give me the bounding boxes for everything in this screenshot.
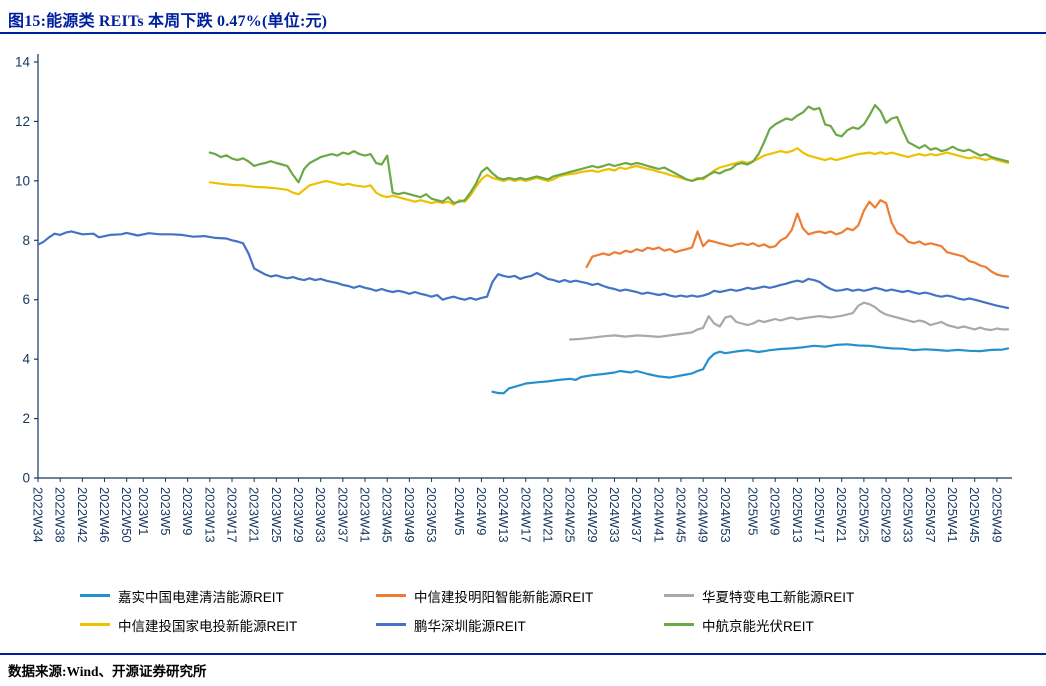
legend-label: 嘉实中国电建清洁能源REIT [118,589,284,605]
x-tick-label: 2022W46 [97,487,112,543]
legend-item: 中信建投国家电投新能源REIT [80,615,376,635]
x-tick-label: 2024W33 [607,487,622,543]
x-tick-label: 2023W17 [225,487,240,543]
x-tick-label: 2024W45 [673,487,688,543]
x-tick-label: 2024W29 [585,487,600,543]
x-tick-label: 2022W34 [31,487,46,543]
x-tick-label: 2024W41 [651,487,666,543]
series-line-1 [491,343,1010,395]
x-tick-label: 2023W9 [180,487,195,535]
chart-area: 0 2 4 6 8 10 12 14 2022W34 2022W38 2022W42 2022W46 2… [0,38,1046,580]
x-tick-label: 2023W49 [402,487,417,543]
x-tick-label: 2023W21 [247,487,262,543]
legend-item: 华夏特变电工新能源REIT [664,586,984,606]
legend-item: 中航京能光伏REIT [664,615,984,635]
x-tick-label: 2025W45 [967,487,982,543]
footer-divider [0,653,1046,655]
legend-item: 中信建投明阳智能新能源REIT [376,586,664,606]
x-tick-label: 2023W29 [291,487,306,543]
x-tick-label: 2025W5 [746,487,761,535]
series-line-5 [36,230,1010,310]
legend-label: 华夏特变电工新能源REIT [702,589,855,605]
x-tick-label: 2025W25 [856,487,871,543]
legend-label: 鹏华深圳能源REIT [414,618,526,634]
x-tick-label: 2024W21 [540,487,555,543]
x-tick-label: 2024W17 [518,487,533,543]
x-tick-label: 2025W41 [945,487,960,543]
legend-swatch [376,623,406,626]
x-tick-label: 2024W25 [563,487,578,543]
x-tick-label: 2024W13 [496,487,511,543]
x-tick-label: 2023W33 [313,487,328,543]
x-tick-label: 2023W37 [335,487,350,543]
legend-item: 鹏华深圳能源REIT [376,615,664,635]
x-tick-label: 2023W1 [136,487,151,535]
x-tick-label: 2022W50 [119,487,134,543]
source-note: 数据来源:Wind、开源证券研究所 [8,664,207,679]
line-chart: 0 2 4 6 8 10 12 14 2022W34 2022W38 2022W42 2022W46 2… [15,54,1012,543]
legend-row: 中信建投国家电投新能源REIT 鹏华深圳能源REIT 中航京能光伏REIT [80,610,1046,639]
x-tick-label: 2024W37 [629,487,644,543]
x-tick-label: 2025W33 [901,487,916,543]
x-tick-label: 2024W9 [474,487,489,535]
x-tick-label: 2023W41 [358,487,373,543]
y-tick-label: 2 [22,411,30,426]
x-tick-label: 2023W5 [158,487,173,535]
x-tick-label: 2024W5 [452,487,467,535]
x-tick-label: 2022W42 [75,487,90,543]
chart-legend: 嘉实中国电建清洁能源REIT 中信建投明阳智能新能源REIT 华夏特变电工新能源RE… [0,581,1046,639]
series-line-2 [585,199,1010,278]
y-tick-label: 6 [22,292,30,307]
legend-label: 中信建投明阳智能新能源REIT [414,589,594,605]
y-tick-label: 0 [22,471,30,486]
y-tick-label: 14 [15,55,31,70]
y-tick-label: 12 [15,114,30,129]
x-tick-label: 2025W37 [923,487,938,543]
x-tick-label: 2023W25 [269,487,284,543]
legend-label: 中信建投国家电投新能源REIT [118,618,298,634]
legend-swatch [80,594,110,597]
y-tick-label: 8 [22,233,30,248]
x-tick-label: 2025W9 [768,487,783,535]
x-tick-label: 2025W17 [812,487,827,543]
legend-item: 嘉实中国电建清洁能源REIT [80,586,376,606]
x-tick-label: 2025W13 [790,487,805,543]
legend-swatch [80,623,110,626]
legend-swatch [376,594,406,597]
series-line-4 [208,147,1010,206]
x-tick-label: 2025W21 [834,487,849,543]
series-line-3 [568,301,1010,341]
legend-swatch [664,623,694,626]
x-tick-label: 2024W49 [696,487,711,543]
x-tick-label: 2023W53 [424,487,439,543]
x-tick-label: 2025W29 [879,487,894,543]
series-line-6 [208,103,1010,205]
legend-row: 嘉实中国电建清洁能源REIT 中信建投明阳智能新能源REIT 华夏特变电工新能源RE… [80,581,1046,610]
title-divider [0,32,1046,34]
y-tick-label: 10 [15,173,30,188]
legend-swatch [664,594,694,597]
figure-title: 图15:能源类 REITs 本周下跌 0.47%(单位:元) [8,13,328,30]
x-tick-label: 2024W53 [718,487,733,543]
x-tick-label: 2025W49 [989,487,1004,543]
x-tick-label: 2023W13 [202,487,217,543]
legend-label: 中航京能光伏REIT [702,618,814,634]
x-tick-label: 2023W45 [380,487,395,543]
x-tick-label: 2022W38 [53,487,68,543]
y-tick-label: 4 [22,352,30,367]
